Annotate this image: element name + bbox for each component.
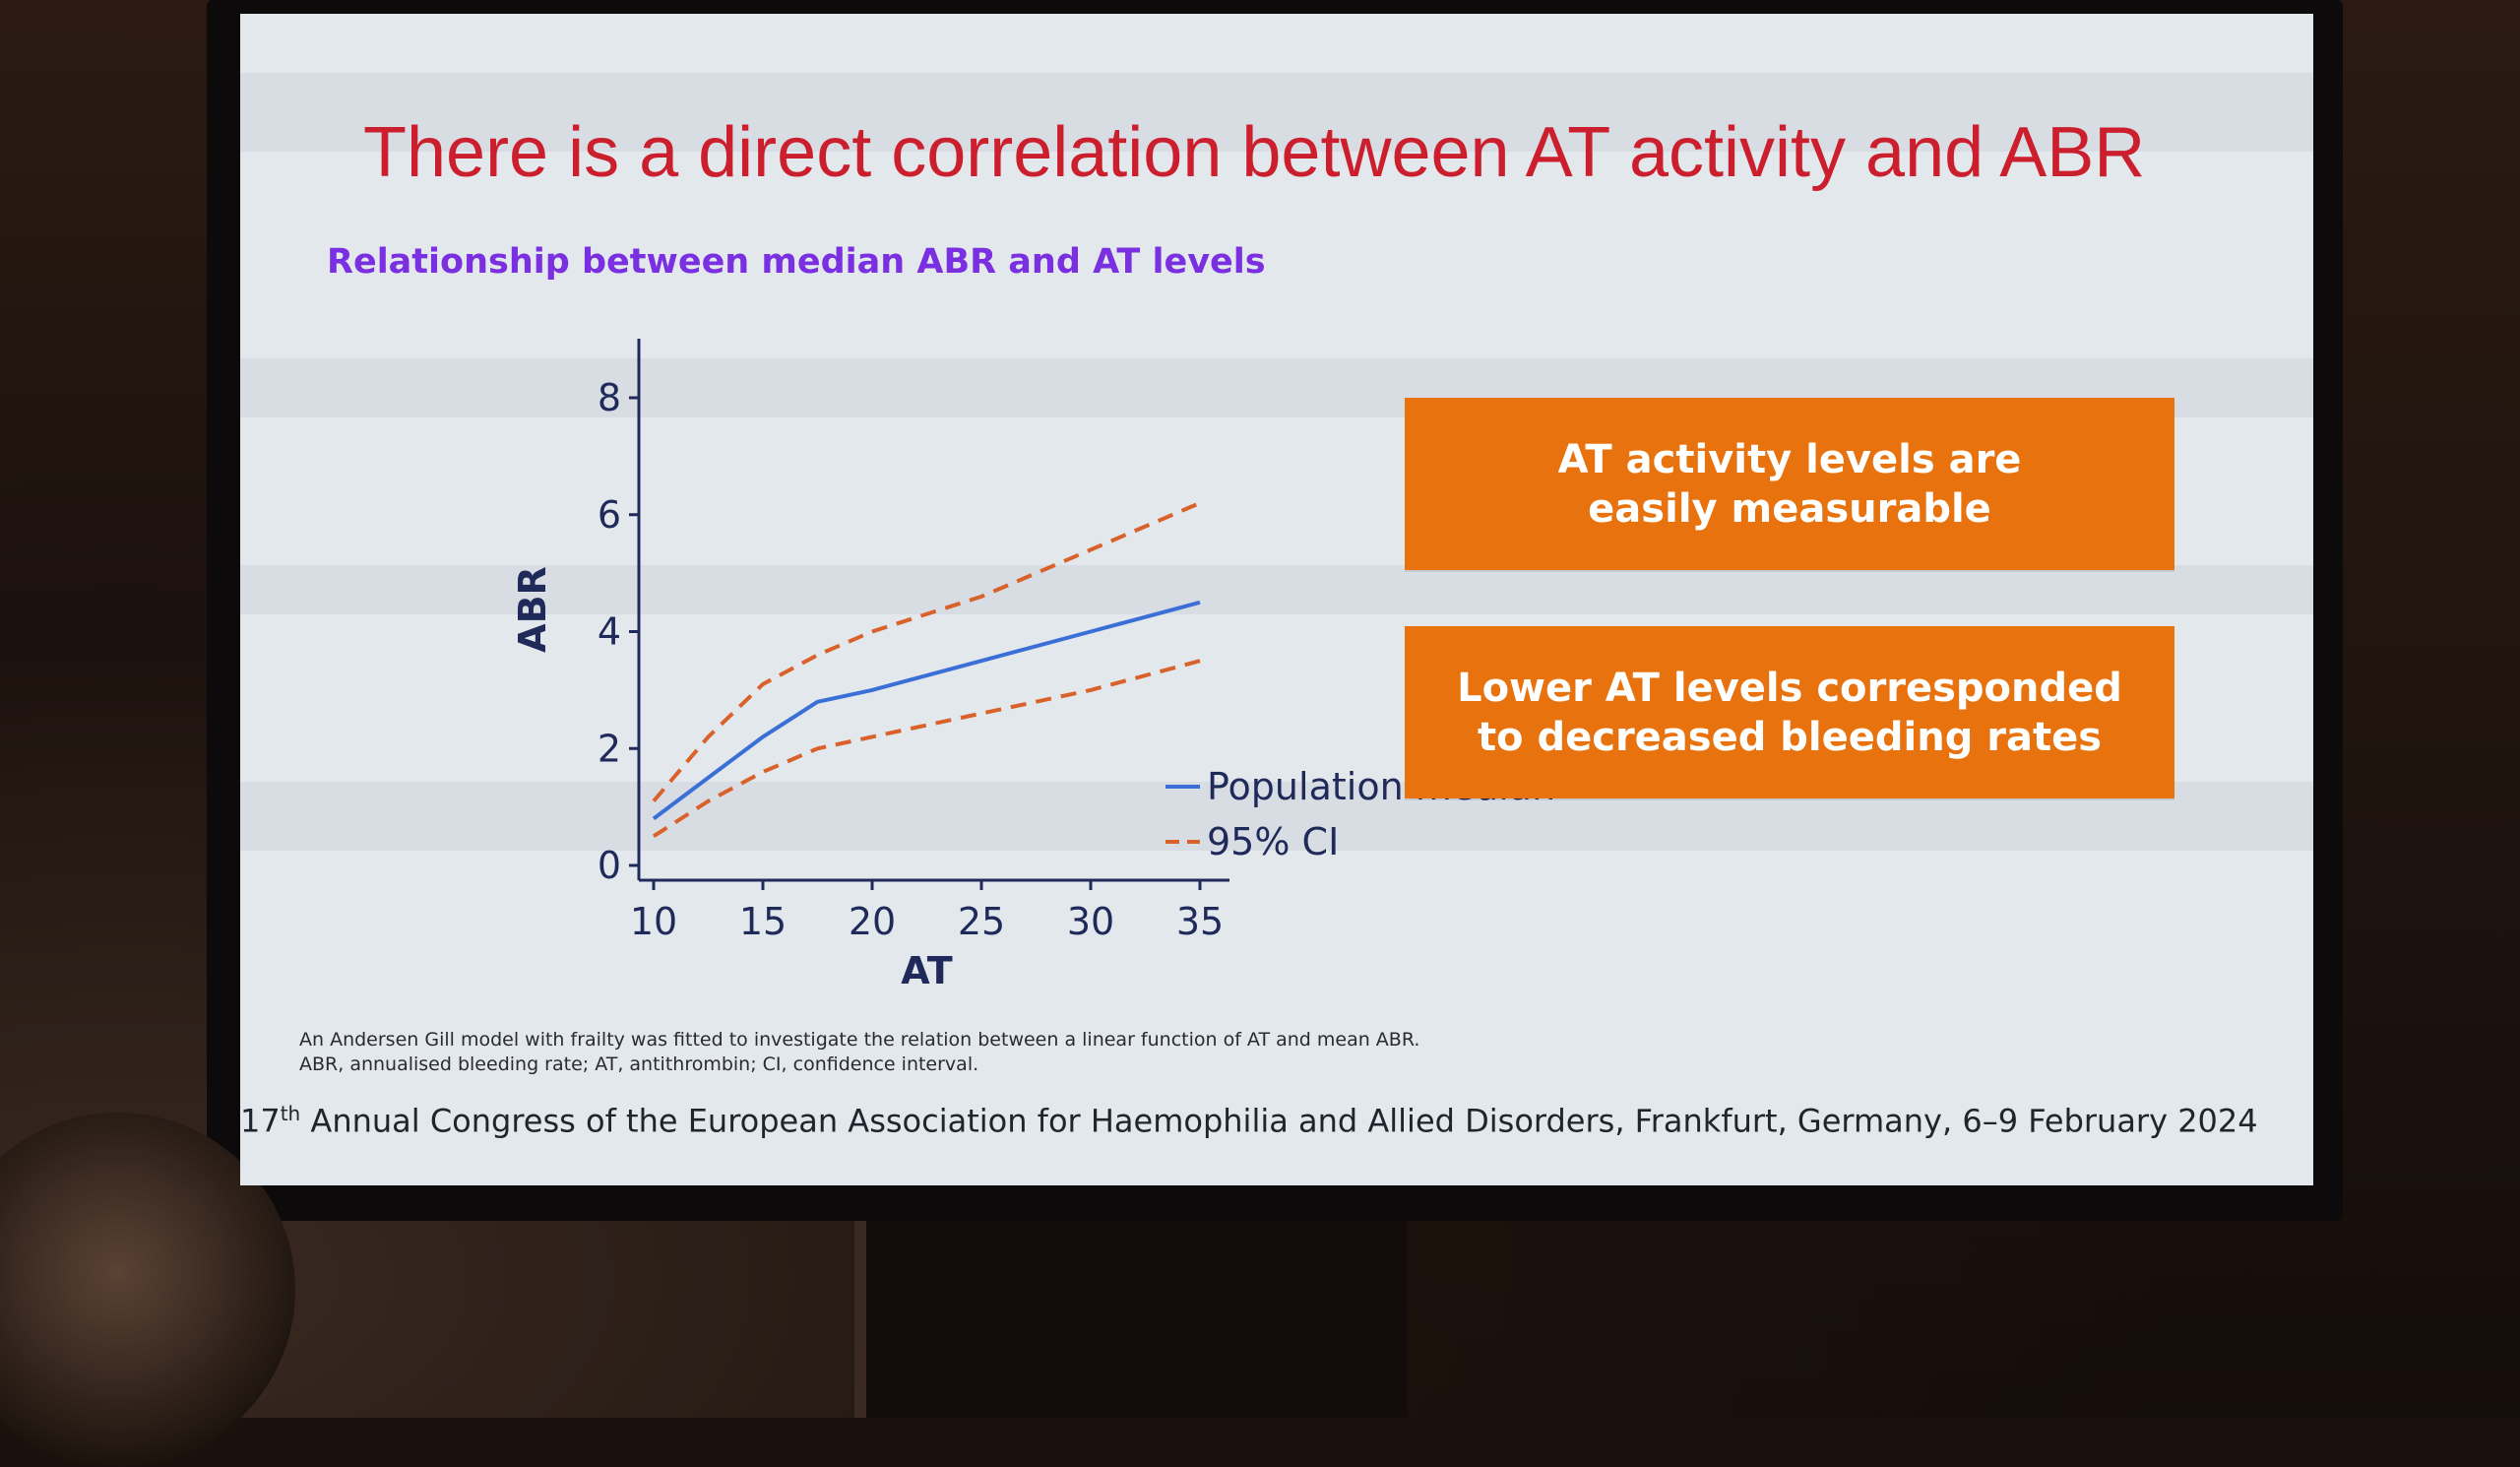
- ci-series-line: [652, 501, 1201, 802]
- median-series-line: [652, 600, 1201, 821]
- congress-ordinal: 17: [240, 1102, 281, 1140]
- chart-subtitle: Relationship between median ABR and AT l…: [327, 242, 1266, 282]
- y-axis-label: ABR: [511, 566, 554, 653]
- monitor-stand: [856, 1221, 1408, 1418]
- info-box-measurable: AT activity levels are easily measurable: [1405, 398, 2174, 570]
- presentation-slide: There is a direct correlation between AT…: [240, 14, 2313, 1185]
- congress-text: Annual Congress of the European Associat…: [300, 1102, 2258, 1140]
- slide-band: [240, 73, 2313, 152]
- ci-series-line: [652, 659, 1201, 838]
- legend-label: 95% CI: [1207, 820, 1339, 863]
- footnote-line-1: An Andersen Gill model with frailty was …: [299, 1029, 1420, 1051]
- info-box-bleeding-text: Lower AT levels corresponded to decrease…: [1457, 665, 2122, 760]
- x-tick-label: 30: [1067, 900, 1114, 943]
- x-tick-label: 35: [1176, 900, 1224, 943]
- slide-band: [240, 565, 2313, 614]
- stand-pole: [854, 1221, 866, 1418]
- y-tick-label: 0: [598, 844, 621, 887]
- slide-title: There is a direct correlation between AT…: [363, 113, 2146, 192]
- y-tick-label: 8: [598, 376, 621, 419]
- y-tick-label: 4: [598, 610, 621, 654]
- x-tick-label: 20: [849, 900, 896, 943]
- footnote-line-2: ABR, annualised bleeding rate; AT, antit…: [299, 1053, 979, 1075]
- x-tick-label: 10: [630, 900, 677, 943]
- congress-sup: th: [280, 1102, 301, 1125]
- y-tick-label: 6: [598, 493, 621, 537]
- y-tick-label: 2: [598, 727, 621, 770]
- footnote: An Andersen Gill model with frailty was …: [299, 1028, 1419, 1077]
- info-box-measurable-text: AT activity levels are easily measurable: [1557, 436, 2022, 532]
- congress-footer: 17th Annual Congress of the European Ass…: [240, 1102, 2258, 1140]
- x-tick-label: 15: [739, 900, 787, 943]
- info-box-bleeding: Lower AT levels corresponded to decrease…: [1405, 626, 2174, 798]
- x-tick-label: 25: [958, 900, 1005, 943]
- x-axis-label: AT: [901, 949, 952, 992]
